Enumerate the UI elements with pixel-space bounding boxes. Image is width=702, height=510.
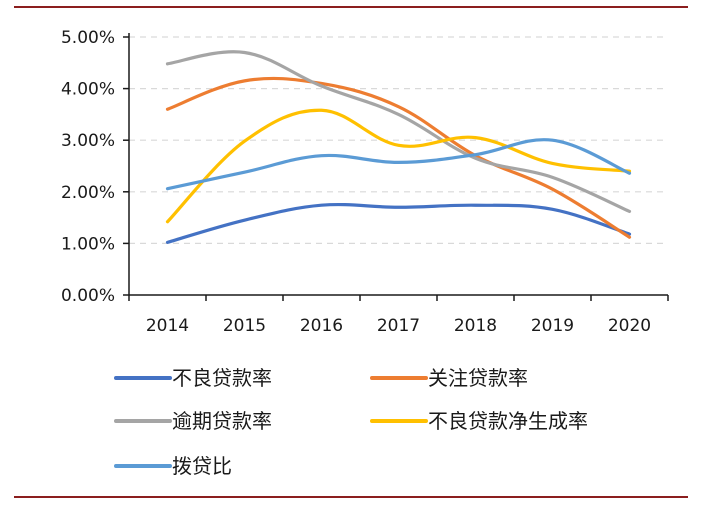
series-lines xyxy=(165,50,632,244)
x-tick-label: 2018 xyxy=(454,316,497,336)
legend-label: 不良贷款净生成率 xyxy=(428,409,588,433)
x-tick-label: 2014 xyxy=(146,316,189,336)
legend-label: 关注贷款率 xyxy=(428,366,528,390)
legend-item: 不良贷款净生成率 xyxy=(370,409,588,433)
series-line-3 xyxy=(165,50,632,214)
legend-label: 拨贷比 xyxy=(172,454,232,478)
series-line-2 xyxy=(165,76,632,239)
y-tick-label: 4.00% xyxy=(61,80,115,100)
x-tick-label: 2019 xyxy=(531,316,574,336)
y-tick-label: 0.00% xyxy=(61,286,115,306)
series-line-1 xyxy=(165,202,632,244)
legend-label: 不良贷款率 xyxy=(172,366,272,390)
legend-item: 关注贷款率 xyxy=(370,366,528,390)
x-tick-label: 2016 xyxy=(300,316,343,336)
y-tick-label: 3.00% xyxy=(61,131,115,151)
grid-lines xyxy=(129,36,668,244)
x-tick-label: 2015 xyxy=(223,316,266,336)
series-line-4 xyxy=(165,108,632,224)
x-tick-label: 2017 xyxy=(377,316,420,336)
y-tick-label: 2.00% xyxy=(61,183,115,203)
y-tick-label: 5.00% xyxy=(61,28,115,48)
legend-item: 逾期贷款率 xyxy=(114,409,272,433)
legend-item: 不良贷款率 xyxy=(114,366,272,390)
series-line-5 xyxy=(165,138,632,191)
legend-label: 逾期贷款率 xyxy=(172,409,272,433)
axes: 0.00% 1.00% 2.00% 3.00% 4.00% 5.00% 2014 2015 20… xyxy=(61,28,669,336)
legend-item: 拨贷比 xyxy=(114,454,232,478)
x-tick-label: 2020 xyxy=(608,316,651,336)
y-tick-label: 1.00% xyxy=(61,234,115,254)
